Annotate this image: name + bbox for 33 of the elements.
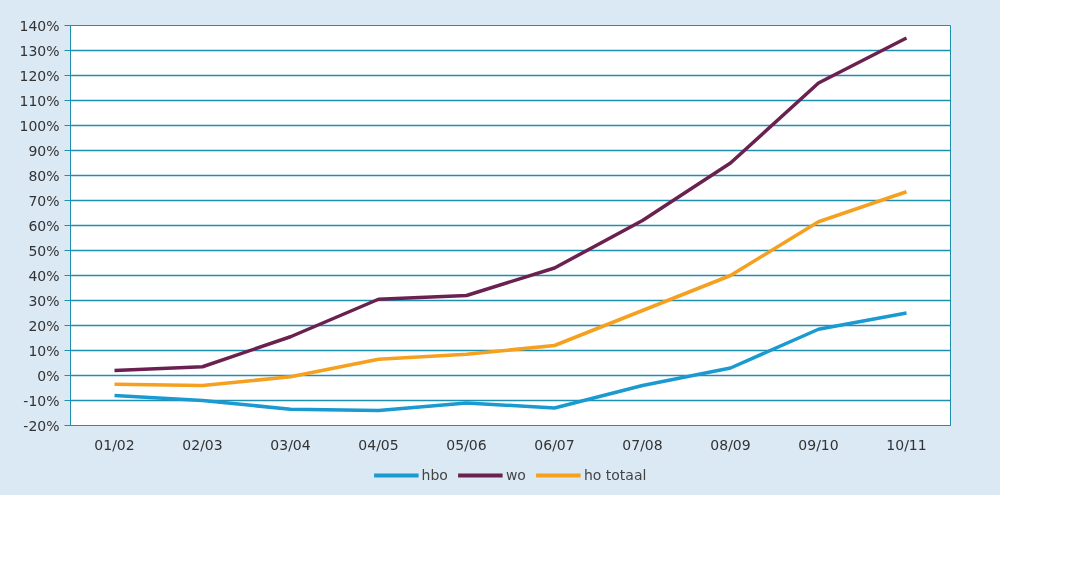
y-tick-label: 50%: [28, 242, 60, 259]
line-series: [112, 190, 909, 388]
x-tick-label: 02/03: [182, 436, 223, 453]
y-tick-label: 70%: [28, 192, 60, 209]
y-tick-label: 130%: [19, 42, 60, 59]
y-tick-label: -20%: [23, 417, 60, 434]
y-tick-label: 140%: [19, 17, 60, 34]
y-tick-label: 100%: [19, 117, 60, 134]
line-series: [112, 311, 909, 413]
y-tick-label: 90%: [28, 142, 60, 159]
legend-label: hbo: [421, 467, 448, 483]
x-tick-label: 10/11: [886, 436, 927, 453]
legend-label: ho totaal: [583, 467, 647, 483]
x-tick-label: 06/07: [534, 436, 575, 453]
legend-label: wo: [505, 467, 526, 483]
y-tick-label: 10%: [28, 342, 60, 359]
y-tick-label: 110%: [19, 92, 60, 109]
x-tick-label: 03/04: [270, 436, 311, 453]
line-series: [112, 36, 909, 373]
y-tick-label: 120%: [19, 67, 60, 84]
x-tick-label: 04/05: [358, 436, 399, 453]
x-tick-label: 05/06: [446, 436, 487, 453]
y-tick-label: 60%: [28, 217, 60, 234]
x-tick-label: 09/10: [798, 436, 839, 453]
y-tick-label: 30%: [28, 292, 60, 309]
x-tick-label: 01/02: [94, 436, 135, 453]
y-tick-label: 0%: [37, 367, 60, 384]
y-tick-label: 20%: [28, 317, 60, 334]
y-tick-label: 80%: [28, 167, 60, 184]
y-tick-label: -10%: [23, 392, 60, 409]
y-tick-label: 40%: [28, 267, 60, 284]
x-tick-label: 07/08: [622, 436, 663, 453]
x-tick-label: 08/09: [710, 436, 751, 453]
